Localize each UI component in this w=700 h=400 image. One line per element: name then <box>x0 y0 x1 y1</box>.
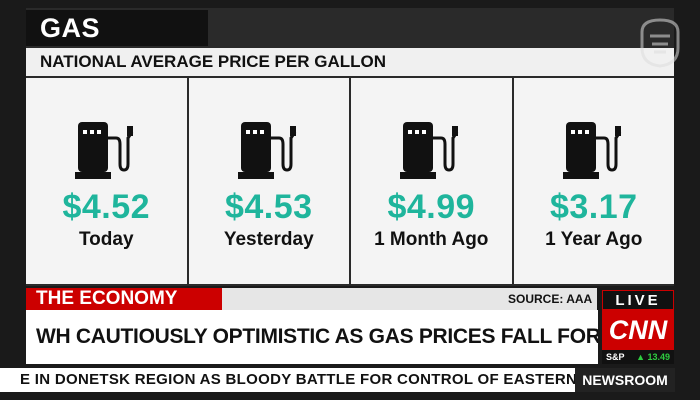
channel-watermark-icon <box>640 18 680 68</box>
price-card-today: $4.52 Today <box>26 78 187 284</box>
chyron-source: SOURCE: AAA <box>508 292 593 306</box>
price-value: $4.53 <box>224 188 313 226</box>
price-cards: $4.52 Today $4.53 Yesterday $4.99 1 Mont… <box>26 78 674 284</box>
price-period-label: 1 Month Ago <box>374 229 489 250</box>
price-value: $4.52 <box>62 188 151 226</box>
graphic-title: GAS PRICES <box>26 10 208 79</box>
chyron-topic: THE ECONOMY <box>26 288 222 310</box>
price-period-label: Today <box>78 229 134 250</box>
gas-pump-icon <box>237 122 296 179</box>
market-index-name: S&P <box>606 352 625 362</box>
price-card-month: $4.99 1 Month Ago <box>351 78 512 284</box>
gas-pump-icon <box>400 122 459 179</box>
gas-pump-icon <box>562 122 621 179</box>
network-logo: CNN <box>602 310 674 350</box>
program-name: NEWSROOM <box>575 368 675 392</box>
market-index-value: ▲ 13.49 <box>636 352 670 362</box>
price-period-label: 1 Year Ago <box>545 229 643 250</box>
live-badge: LIVE <box>602 290 674 310</box>
graphic-subtitle: NATIONAL AVERAGE PRICE PER GALLON <box>26 48 674 76</box>
chyron-source-bar <box>222 288 597 310</box>
gas-pump-icon <box>75 122 134 179</box>
chyron-headline: WH CAUTIOUSLY OPTIMISTIC AS GAS PRICES F… <box>26 310 598 364</box>
price-card-yesterday: $4.53 Yesterday <box>188 78 349 284</box>
price-value: $4.99 <box>387 188 476 226</box>
price-value: $3.17 <box>549 188 638 226</box>
price-card-year: $3.17 1 Year Ago <box>513 78 674 284</box>
news-crawl: E IN DONETSK REGION AS BLOODY BATTLE FOR… <box>0 368 575 392</box>
price-period-label: Yesterday <box>223 229 314 250</box>
market-ticker: S&P ▲ 13.49 <box>602 350 674 364</box>
